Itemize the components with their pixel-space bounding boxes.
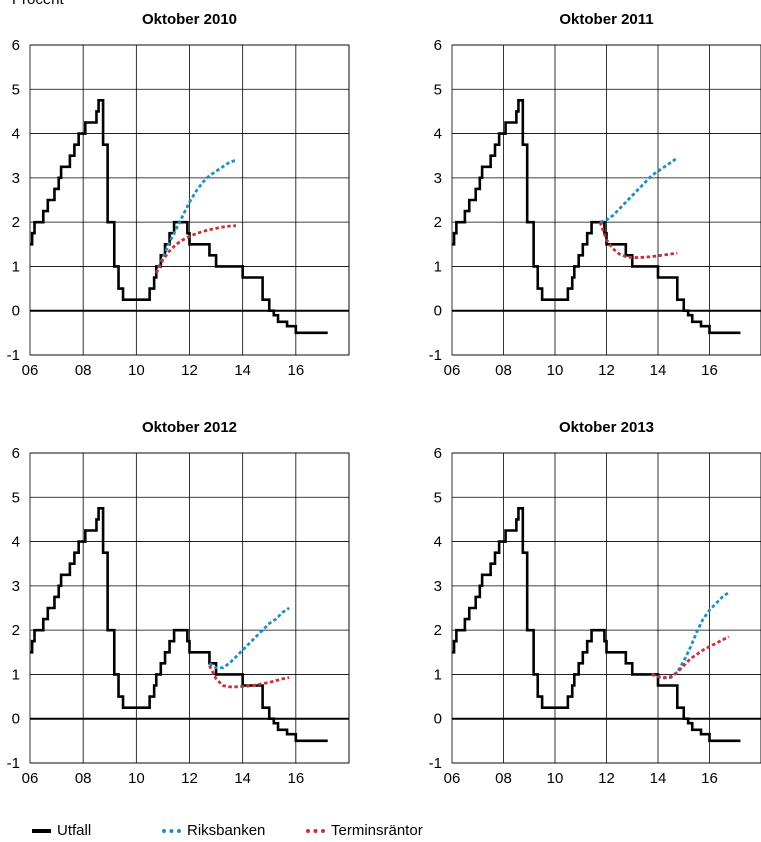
series-utfall (30, 99, 328, 335)
x-tick-label: 10 (547, 770, 564, 787)
series-terminsrantor (208, 664, 290, 689)
x-tick-label: 10 (128, 362, 145, 379)
y-tick-label: 0 (12, 711, 20, 728)
legend-label-riksbanken: Riksbanken (187, 822, 266, 839)
series-terminsrantor (598, 221, 678, 259)
y-tick-label: -1 (7, 755, 20, 772)
y-tick-label: 4 (12, 534, 20, 551)
x-tick-label: 14 (234, 770, 251, 787)
series-utfall (30, 507, 328, 743)
legend-swatch-terminsrantor (306, 828, 325, 833)
x-tick-label: 12 (598, 362, 615, 379)
series-utfall (452, 507, 741, 743)
series-terminsrantor (651, 635, 730, 679)
y-tick-label: -1 (7, 347, 20, 364)
y-tick-label: 5 (12, 81, 20, 98)
series-utfall (452, 99, 741, 335)
series-riksbanken (154, 158, 237, 274)
legend-riksbanken: Riksbanken (162, 822, 265, 839)
y-tick-label: 0 (434, 711, 442, 728)
x-tick-label: 08 (75, 770, 92, 787)
x-tick-label: 12 (181, 362, 198, 379)
y-tick-label: 0 (12, 303, 20, 320)
y-tick-label: 0 (434, 303, 442, 320)
x-tick-label: 14 (650, 770, 667, 787)
series-terminsrantor (155, 224, 237, 274)
x-tick-label: 14 (650, 362, 667, 379)
y-tick-label: 3 (12, 578, 20, 595)
y-tick-label: 5 (434, 81, 442, 98)
chart-title: Oktober 2011 (559, 11, 653, 28)
y-tick-label: 2 (12, 622, 20, 639)
x-tick-label: 16 (701, 770, 718, 787)
y-tick-label: 1 (434, 258, 442, 275)
y-tick-label: 5 (12, 489, 20, 506)
y-tick-label: 3 (434, 170, 442, 187)
series-riksbanken (599, 156, 679, 224)
series-riksbanken (208, 606, 290, 670)
legend-terminsrantor: Terminsräntor (306, 822, 423, 839)
legend-label-utfall: Utfall (57, 822, 92, 839)
y-tick-label: 4 (434, 534, 442, 551)
x-tick-label: 12 (598, 770, 615, 787)
legend-utfall: Utfall (32, 822, 91, 839)
x-tick-label: 08 (495, 362, 512, 379)
legend-swatch-utfall (32, 828, 51, 833)
chart-title: Oktober 2012 (142, 419, 237, 436)
x-tick-label: 16 (287, 770, 304, 787)
x-tick-label: 08 (75, 362, 92, 379)
x-tick-label: 12 (181, 770, 198, 787)
y-tick-label: 6 (434, 445, 442, 462)
y-tick-label: 4 (12, 126, 20, 143)
y-tick-label: 1 (434, 666, 442, 683)
x-tick-label: 16 (287, 362, 304, 379)
y-tick-label: 4 (434, 126, 442, 143)
x-tick-label: 10 (128, 770, 145, 787)
series-riksbanken (651, 591, 730, 680)
y-tick-label: 1 (12, 258, 20, 275)
y-tick-label: 6 (12, 37, 20, 54)
y-tick-label: 1 (12, 666, 20, 683)
y-tick-label: 6 (434, 37, 442, 54)
chart-title: Oktober 2013 (559, 419, 654, 436)
legend-swatch-riksbanken (162, 828, 181, 833)
y-tick-label: 6 (12, 445, 20, 462)
y-tick-label: 2 (434, 622, 442, 639)
x-tick-label: 06 (22, 362, 39, 379)
x-tick-label: 14 (234, 362, 251, 379)
y-tick-label: -1 (429, 755, 442, 772)
x-tick-label: 06 (444, 770, 461, 787)
y-tick-label: 3 (434, 578, 442, 595)
x-tick-label: 06 (22, 770, 39, 787)
y-tick-label: 2 (434, 214, 442, 231)
y-tick-label: 5 (434, 489, 442, 506)
chart-title: Oktober 2010 (142, 11, 237, 28)
x-tick-label: 08 (495, 770, 512, 787)
x-tick-label: 10 (547, 362, 564, 379)
y-tick-label: 3 (12, 170, 20, 187)
unit-label: Procent (12, 0, 64, 8)
y-tick-label: 2 (12, 214, 20, 231)
y-tick-label: -1 (429, 347, 442, 364)
legend-label-terminsrantor: Terminsräntor (331, 822, 423, 839)
x-tick-label: 06 (444, 362, 461, 379)
x-tick-label: 16 (701, 362, 718, 379)
